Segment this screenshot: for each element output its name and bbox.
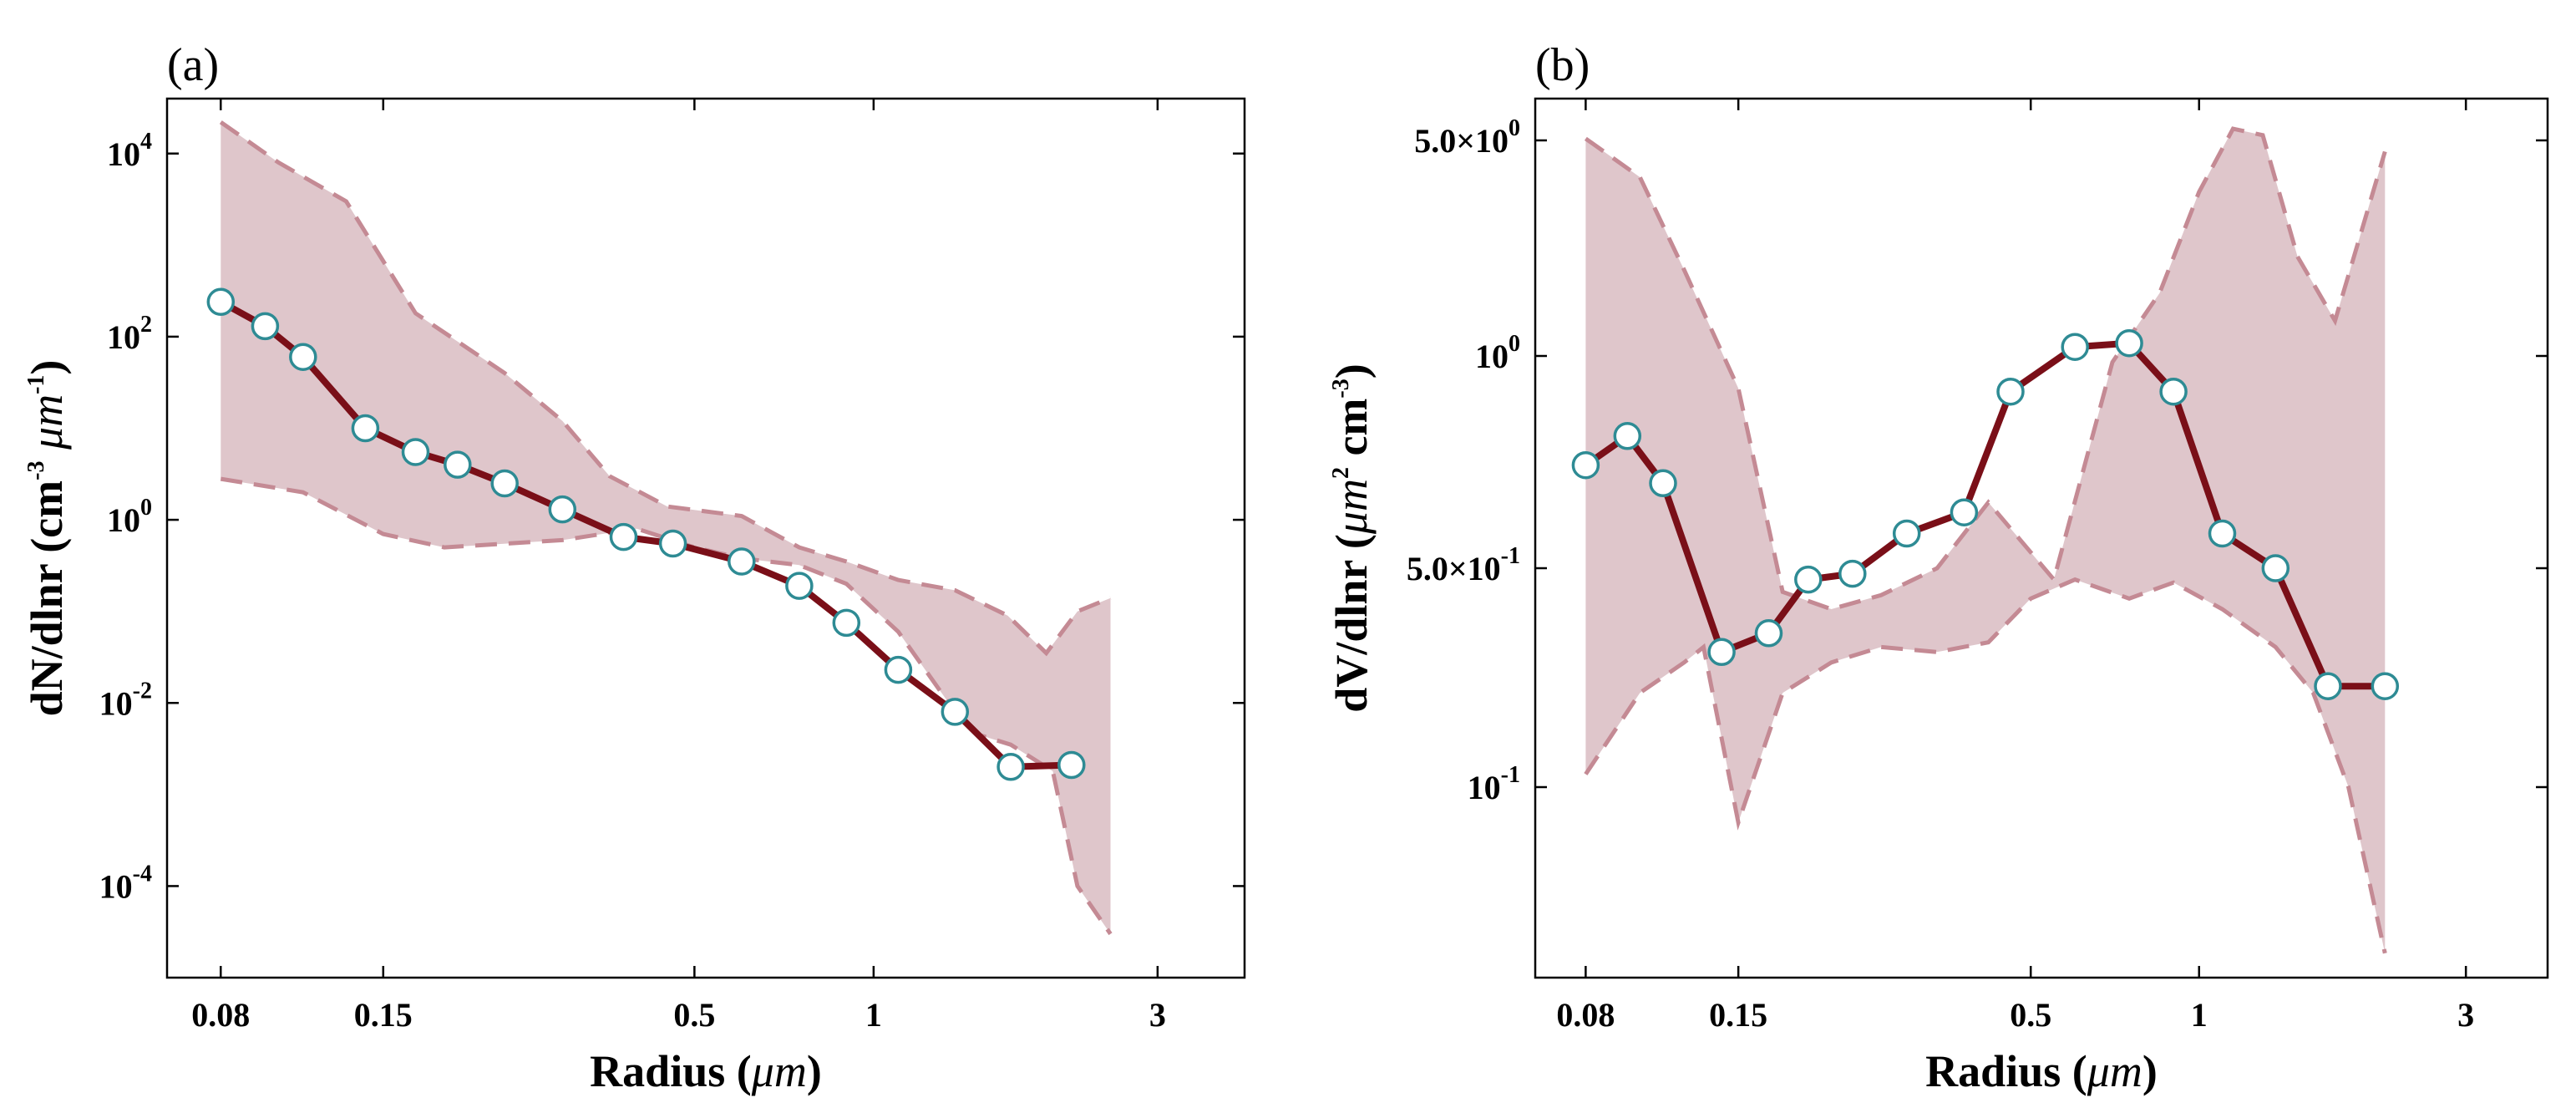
panel-a-data-point (351, 414, 380, 443)
panel-b-y-tick-label: 100 (1475, 331, 1520, 375)
panel-a-x-tick-label: 0.15 (354, 996, 413, 1034)
panel-a-data-point (728, 547, 756, 576)
panel-a-data-point (658, 529, 687, 558)
panel-a-data-point (206, 287, 236, 317)
panel-a-data-point (444, 450, 472, 479)
panel-a-y-tick-label: 102 (107, 312, 152, 356)
panel-a-data-point (785, 572, 814, 600)
panel-b-series (1571, 328, 2400, 700)
panel-a-data-point (941, 698, 970, 726)
panel-b-data-point (1707, 638, 1736, 667)
panel-b-frame (1534, 97, 2549, 979)
panel-b-uncertainty-band (1584, 126, 2387, 954)
panel-b-data-point (1892, 519, 1921, 548)
panel-b-data-point (2208, 519, 2237, 548)
panel-a-y-tick-label: 10-2 (99, 678, 152, 722)
panel-a-y-tick-label: 104 (107, 129, 152, 173)
panel-b-y-tick-label: 5.0×100 (1414, 115, 1520, 160)
panel-a-data-point (1057, 750, 1086, 780)
panel-b-data-point (1754, 619, 1783, 648)
panel-b-x-tick-label: 0.5 (2010, 996, 2051, 1034)
panel-a-x-axis-label: Radius (μm) (590, 1046, 822, 1096)
panel-b-data-point (2115, 328, 2143, 358)
panel-b-data-point (2061, 333, 2089, 361)
panel-a-x-tick-label: 0.08 (191, 996, 250, 1034)
panel-b-x-ticks: 0.08 0.15 0.5 1 3 (1556, 99, 2474, 1034)
panel-a-data-point (996, 753, 1025, 781)
panel-b-data-point (2371, 672, 2400, 700)
panel-a-band-lower-edge (220, 476, 1113, 936)
panel-b-band-fill (1585, 129, 2386, 953)
panel-a-y-axis-label: dN/dlnr (cm-3 μm-1) (22, 360, 72, 717)
panel-a-data-point (548, 495, 577, 524)
panel-b-x-axis-label: Radius (μm) (1925, 1046, 2158, 1096)
panel-b-y-ticks: 5.0×100 100 5.0×10-1 10-1 (1407, 115, 2548, 806)
panel-b-letter: (b) (1535, 39, 1590, 91)
panel-a-x-tick-label: 3 (1149, 996, 1166, 1034)
panel-a-data-point (251, 312, 280, 341)
panel-a-x-ticks: 0.08 0.15 0.5 1 3 (191, 99, 1166, 1034)
panel-b-data-point (1571, 450, 1600, 480)
panel-b-data-point (2314, 672, 2342, 700)
panel-b-data-point (1794, 565, 1823, 594)
panel-b-data-point (1649, 469, 1677, 498)
panel-b-y-axis-label: dV/dlnr (μm2 cm-3) (1326, 363, 1377, 712)
panel-b-x-tick-label: 0.15 (1709, 996, 1767, 1034)
panel-a: (a) 0.08 0.15 0.5 1 3 104 102 100 10-2 10-4 Radi… (22, 39, 1246, 1096)
panel-b-y-tick-label: 10-1 (1468, 762, 1520, 806)
panel-b-x-tick-label: 3 (2457, 996, 2474, 1034)
panel-a-letter: (a) (167, 39, 219, 91)
panel-b-band-lower-edge (1584, 577, 2387, 954)
panel-a-frame (165, 97, 1246, 979)
panel-a-data-point (289, 343, 317, 371)
panel-b-data-point (1838, 559, 1867, 588)
panel-a-data-point (401, 438, 430, 466)
panel-a-y-ticks: 104 102 100 10-2 10-4 (99, 129, 1245, 905)
panel-a-uncertainty-band (219, 120, 1113, 936)
panel-b-data-point (1996, 377, 2025, 406)
panel-a-data-point (832, 608, 861, 638)
panel-a-band-upper-edge (219, 120, 1112, 657)
panel-b-x-tick-label: 0.08 (1556, 996, 1615, 1034)
panel-b-y-tick-label: 5.0×10-1 (1407, 543, 1520, 587)
panel-b: (b) 0.08 0.15 0.5 1 3 5.0×100 100 5.0×10-1 10-1… (1326, 39, 2549, 1096)
panel-a-y-tick-label: 100 (107, 495, 152, 539)
panel-b-x-tick-label: 1 (2191, 996, 2208, 1034)
panel-a-band-fill (221, 122, 1111, 934)
panel-a-data-point (490, 469, 519, 498)
panel-b-data-point (2261, 554, 2290, 582)
panel-b-data-point (1950, 498, 1979, 526)
panel-a-data-point (884, 655, 913, 684)
panel-b-data-point (2159, 377, 2188, 406)
panel-a-data-point (609, 522, 638, 551)
panel-a-series (206, 287, 1086, 781)
panel-a-x-tick-label: 1 (865, 996, 882, 1034)
panel-b-band-upper-edge (1584, 126, 2387, 612)
panel-a-x-tick-label: 0.5 (673, 996, 715, 1034)
panel-b-data-point (1613, 422, 1642, 450)
panel-a-y-tick-label: 10-4 (99, 861, 152, 905)
